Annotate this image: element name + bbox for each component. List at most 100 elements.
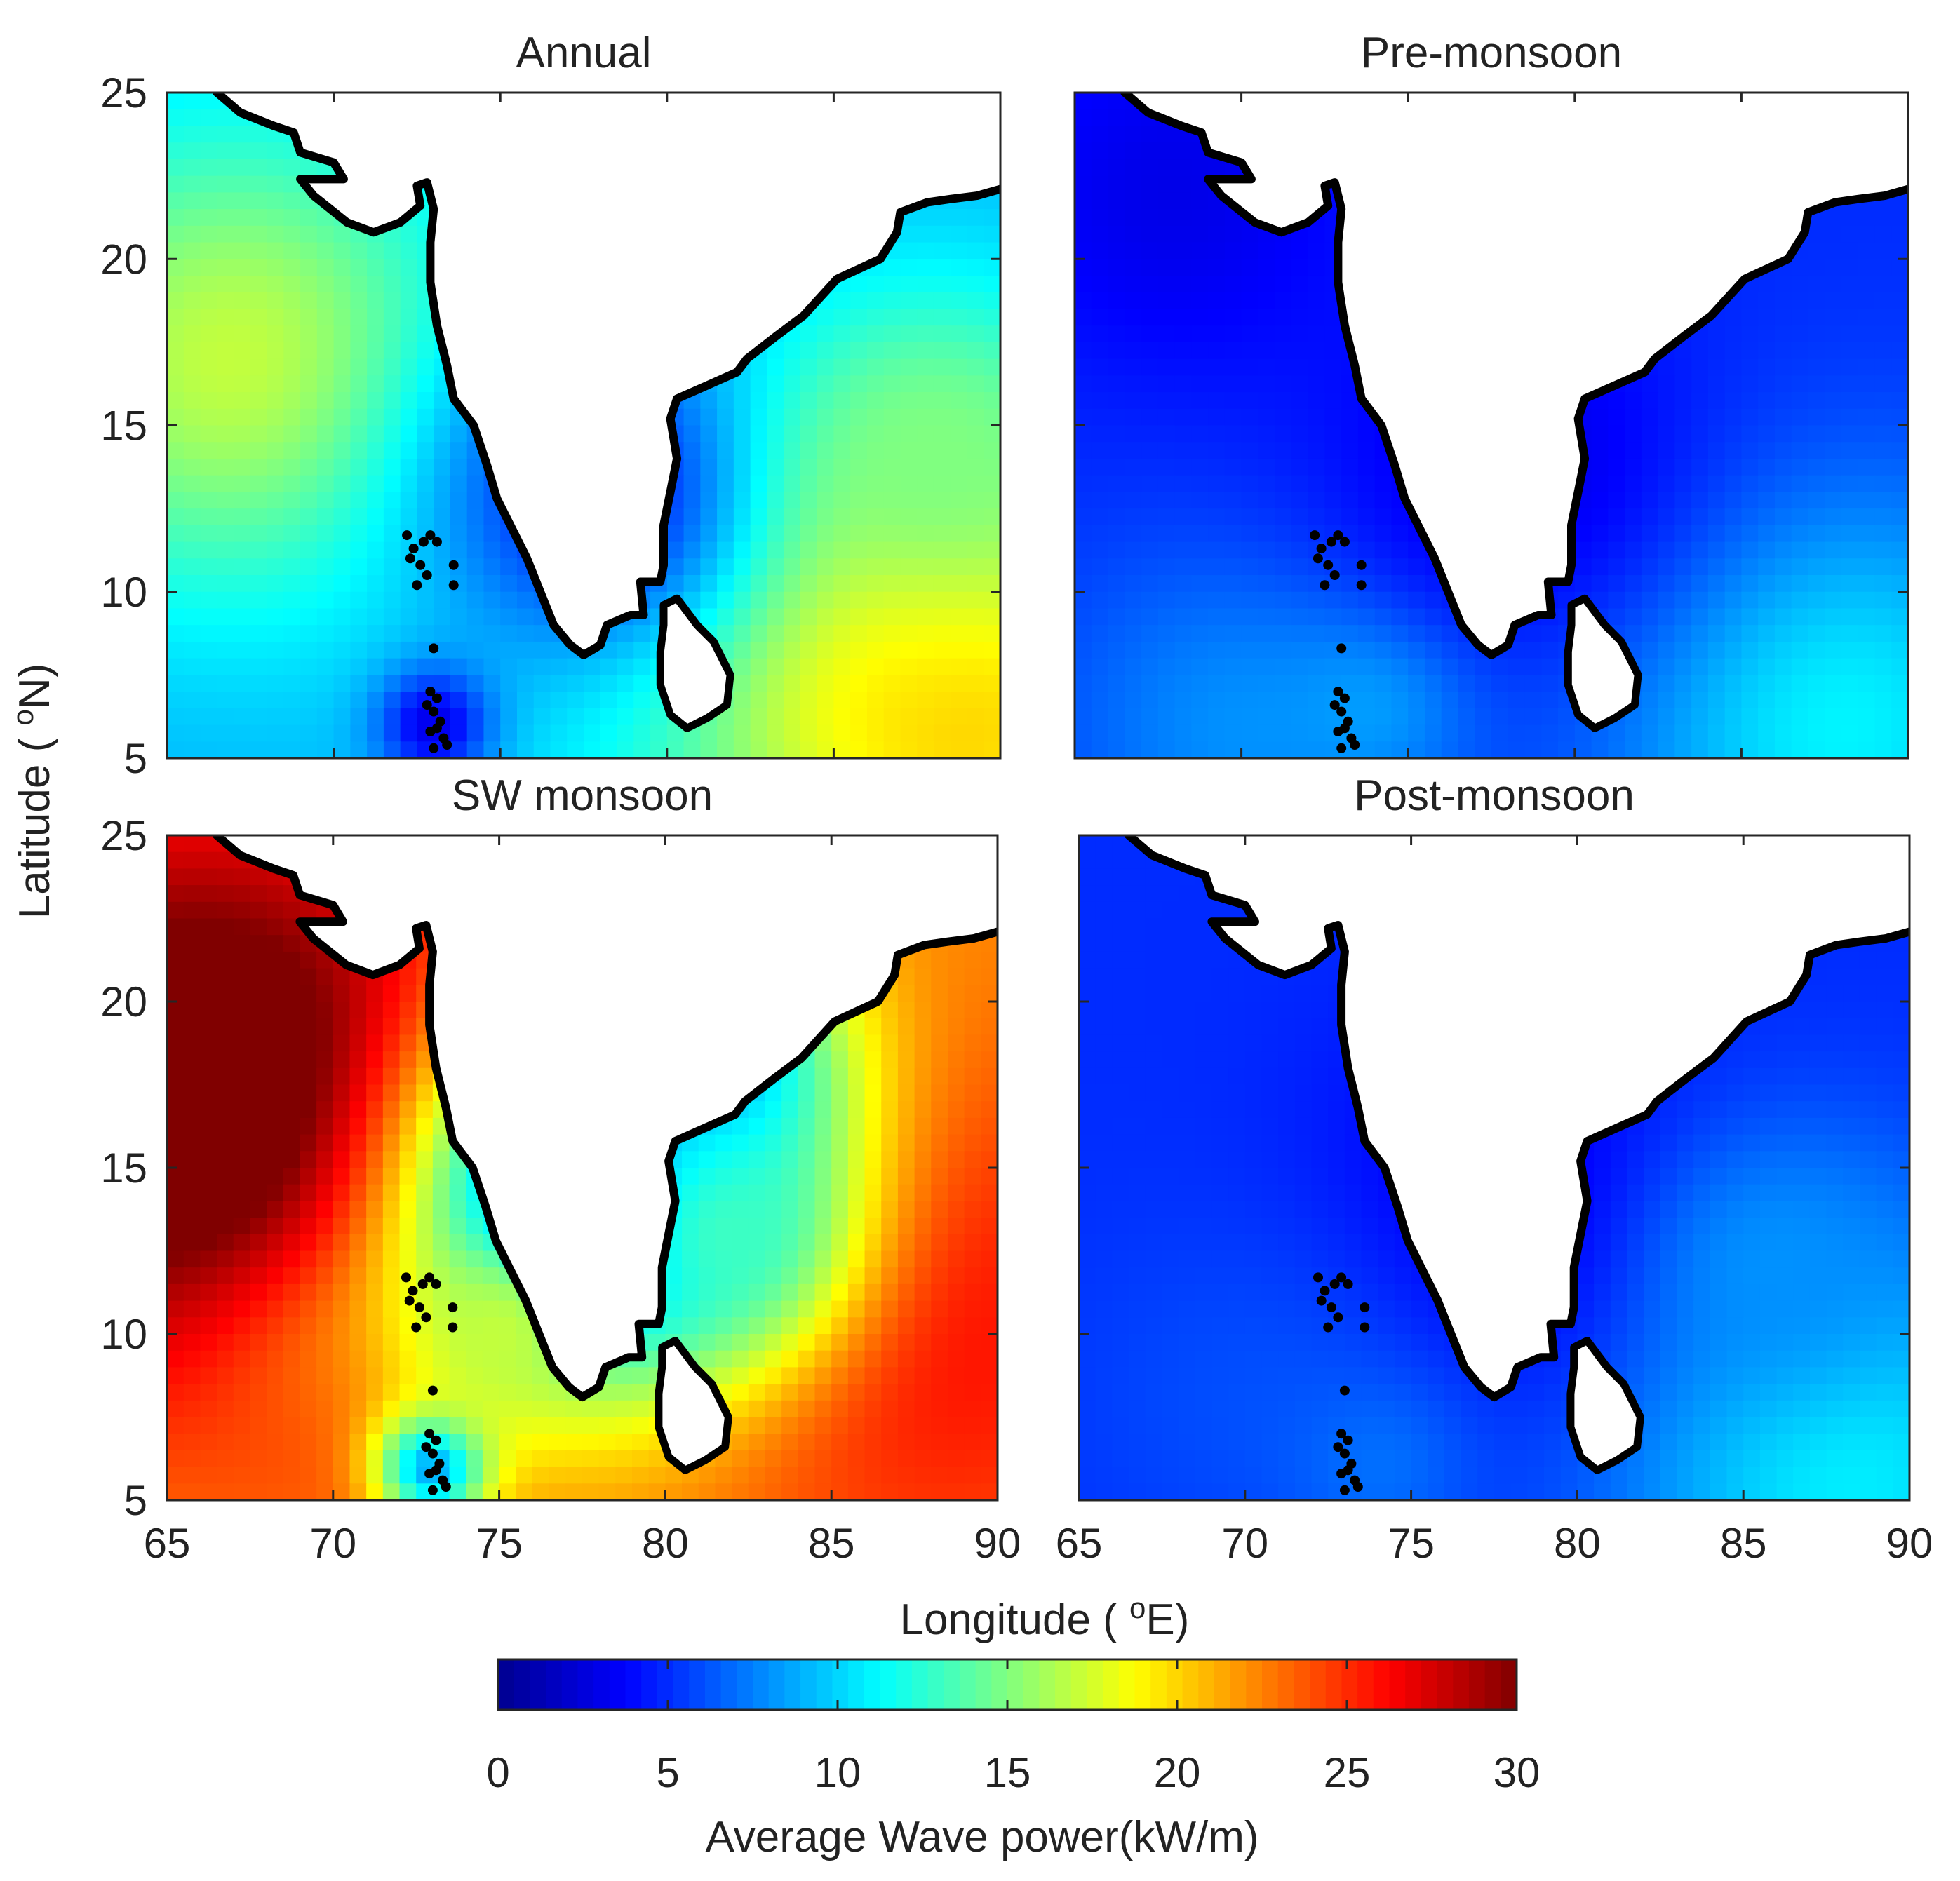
field-cell xyxy=(883,259,901,276)
field-cell xyxy=(917,641,934,659)
field-cell xyxy=(1408,741,1425,758)
field-cell xyxy=(250,1084,267,1102)
field-cell xyxy=(267,275,285,293)
island-dot xyxy=(1320,580,1330,591)
field-cell xyxy=(1591,408,1609,426)
field-cell xyxy=(367,541,384,560)
field-cell xyxy=(1591,458,1609,476)
field-cell xyxy=(233,1018,251,1036)
field-cell xyxy=(383,442,401,459)
field-cell xyxy=(1858,525,1876,543)
field-cell xyxy=(399,1018,417,1036)
field-cell xyxy=(400,275,418,293)
field-cell xyxy=(1841,408,1859,426)
field-cell xyxy=(183,591,201,609)
field-cell xyxy=(981,1101,998,1119)
field-cell xyxy=(434,408,451,426)
field-cell xyxy=(283,1018,301,1036)
field-cell xyxy=(183,126,201,143)
field-cell xyxy=(167,475,184,493)
field-cell xyxy=(316,309,335,326)
field-cell xyxy=(167,968,184,986)
field-cell xyxy=(333,1018,351,1036)
field-cell xyxy=(1674,492,1692,509)
field-cell xyxy=(1157,425,1176,443)
field-cell xyxy=(750,641,768,659)
field-cell xyxy=(267,192,285,210)
field-cell xyxy=(367,475,384,493)
field-cell xyxy=(1891,225,1908,243)
field-cell xyxy=(1841,225,1859,243)
field-cell xyxy=(1874,458,1893,476)
island-dot xyxy=(412,580,422,591)
field-cell xyxy=(417,342,434,360)
field-cell xyxy=(283,708,301,726)
field-cell xyxy=(964,968,982,986)
field-cell xyxy=(250,126,268,143)
field-cell xyxy=(350,325,368,343)
field-cell xyxy=(1275,625,1292,642)
field-cell xyxy=(383,591,401,609)
island-dot xyxy=(431,723,442,734)
field-cell xyxy=(183,625,201,642)
field-cell xyxy=(383,508,401,526)
field-cell xyxy=(767,508,784,526)
field-cell xyxy=(167,126,184,143)
field-cell xyxy=(866,625,885,642)
field-cell xyxy=(917,625,934,642)
field-cell xyxy=(850,525,868,543)
field-cell xyxy=(217,225,234,243)
field-cell xyxy=(233,951,251,969)
field-cell xyxy=(1308,708,1326,726)
field-cell xyxy=(733,675,751,692)
field-cell xyxy=(400,259,418,276)
field-cell xyxy=(1741,541,1759,560)
field-cell xyxy=(617,741,635,758)
field-cell xyxy=(183,558,201,576)
field-cell xyxy=(567,692,584,709)
field-cell xyxy=(967,242,985,260)
field-cell xyxy=(167,242,184,260)
field-cell xyxy=(250,625,268,642)
field-cell xyxy=(183,985,201,1002)
field-cell xyxy=(382,1018,401,1036)
field-cell xyxy=(1408,625,1425,642)
field-cell xyxy=(1674,475,1692,493)
field-cell xyxy=(784,641,801,659)
field-cell xyxy=(250,641,268,659)
field-cell xyxy=(483,591,501,609)
field-cell xyxy=(967,342,985,360)
field-cell xyxy=(1774,309,1792,326)
island-dot xyxy=(1356,560,1367,570)
field-cell xyxy=(466,591,485,609)
field-cell xyxy=(1191,641,1209,659)
field-cell xyxy=(350,558,368,576)
field-cell xyxy=(1741,475,1759,493)
field-cell xyxy=(984,392,1000,410)
field-cell xyxy=(382,985,401,1002)
field-cell xyxy=(633,658,651,676)
field-cell xyxy=(900,675,918,692)
field-cell xyxy=(1808,575,1825,593)
field-cell xyxy=(1891,275,1908,293)
field-cell xyxy=(1758,608,1776,626)
field-cell xyxy=(1341,625,1359,642)
field-cell xyxy=(984,591,1000,609)
field-cell xyxy=(1091,325,1109,343)
field-cell xyxy=(1141,242,1159,260)
field-cell xyxy=(1475,741,1492,758)
field-cell xyxy=(967,209,985,227)
field-cell xyxy=(917,541,934,560)
field-cell xyxy=(1391,558,1409,576)
field-cell xyxy=(234,159,251,177)
field-cell xyxy=(633,708,651,726)
field-cell xyxy=(984,292,1000,310)
island-dot xyxy=(429,643,439,654)
field-cell xyxy=(1658,708,1676,726)
field-cell xyxy=(1208,292,1226,310)
field-cell xyxy=(933,692,951,709)
field-cell xyxy=(1174,209,1193,227)
field-cell xyxy=(1508,675,1526,692)
field-cell xyxy=(1858,259,1876,276)
field-cell xyxy=(283,1101,301,1119)
